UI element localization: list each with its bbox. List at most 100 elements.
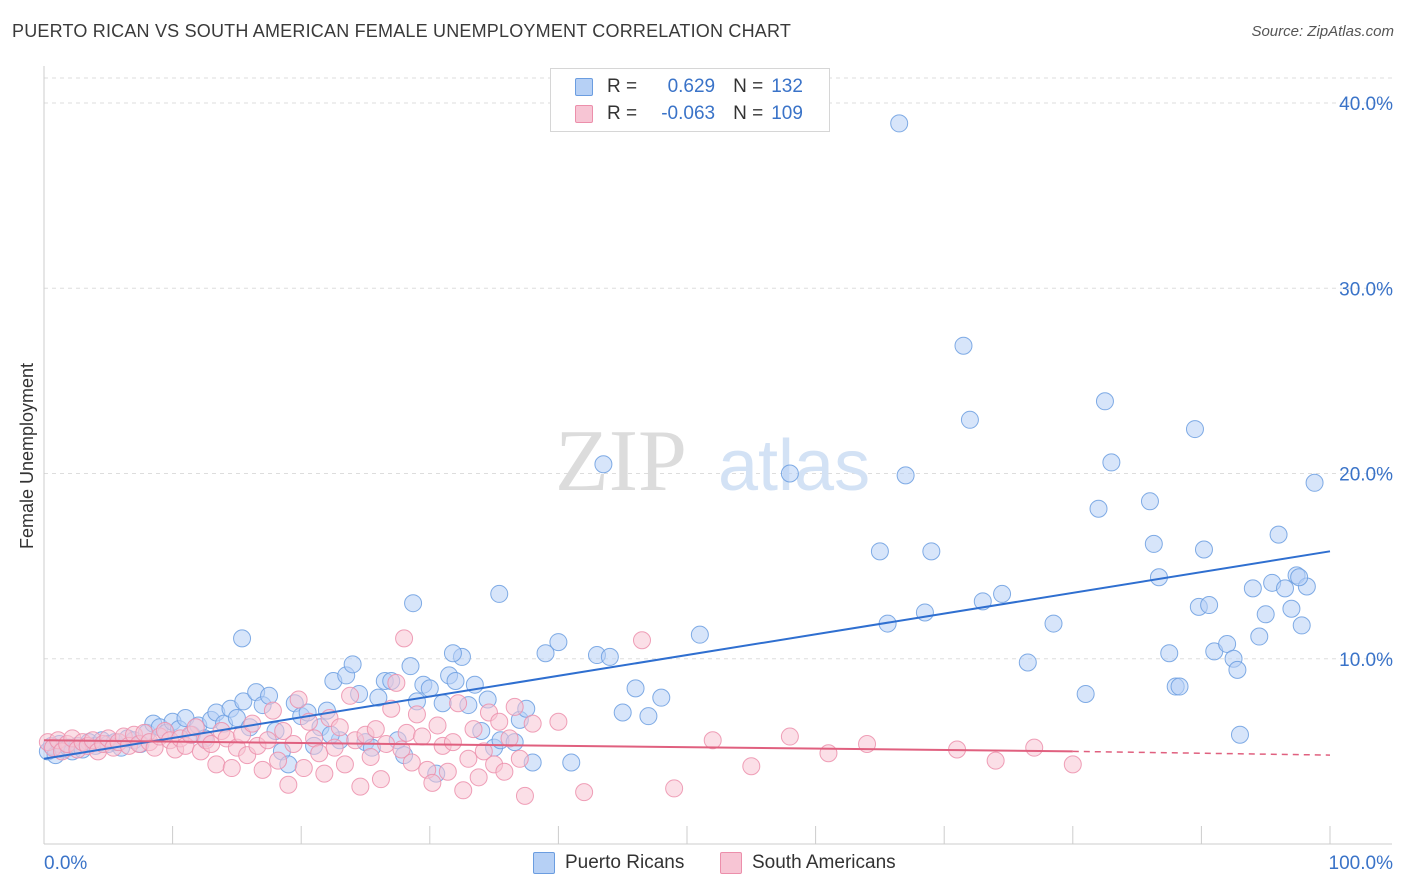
- south-americans-point: [294, 759, 313, 778]
- south-americans-swatch: [575, 105, 593, 123]
- x-tick-label: 100.0%: [1329, 853, 1394, 874]
- puerto-ricans-point: [1044, 614, 1063, 633]
- south-americans-point: [274, 722, 293, 741]
- y-tick-label: 20.0%: [1339, 465, 1393, 486]
- puerto-ricans-point: [690, 625, 709, 644]
- puerto-ricans-point: [652, 688, 671, 707]
- south-americans-point: [423, 773, 442, 792]
- south-americans-point: [387, 673, 406, 692]
- south-americans-point: [351, 777, 370, 796]
- south-americans-point: [392, 740, 411, 759]
- south-americans-trend-line: [43, 739, 1073, 753]
- r-value-south-americans: -0.063: [661, 103, 716, 124]
- south-americans-point: [361, 747, 380, 766]
- y-tick-label: 30.0%: [1339, 279, 1393, 300]
- legend-row-south-americans: R = -0.063 N = 109: [575, 102, 803, 126]
- south-americans-point: [780, 727, 799, 746]
- south-americans-point: [330, 718, 349, 737]
- puerto-ricans-point: [1269, 525, 1288, 544]
- watermark: ZIPatlas: [555, 413, 870, 510]
- puerto-ricans-point: [401, 657, 420, 676]
- puerto-ricans-point: [613, 703, 632, 722]
- puerto-ricans-point: [1102, 453, 1121, 472]
- south-americans-point: [665, 779, 684, 798]
- n-value-puerto-ricans: 132: [771, 76, 803, 97]
- puerto-ricans-point: [1290, 568, 1309, 587]
- puerto-ricans-point: [1194, 540, 1213, 559]
- south-americans-point: [413, 727, 432, 746]
- puerto-ricans-point: [1185, 420, 1204, 439]
- puerto-ricans-point: [1144, 534, 1163, 553]
- south-americans-point: [371, 770, 390, 789]
- puerto-ricans-point: [1018, 653, 1037, 672]
- south-americans-point: [407, 705, 426, 724]
- south-americans-point: [207, 755, 226, 774]
- south-americans-point: [469, 768, 488, 787]
- south-americans-point: [253, 760, 272, 779]
- puerto-ricans-point: [1275, 579, 1294, 598]
- trend-lines: [43, 550, 1331, 760]
- axis-labels: 10.0% 20.0% 30.0% 40.0% 0.0% 100.0% Female Une…: [17, 94, 1393, 874]
- puerto-ricans-point: [626, 679, 645, 698]
- puerto-ricans-point: [954, 336, 973, 355]
- puerto-ricans-point: [594, 455, 613, 474]
- south-americans-legend-label: South Americans: [752, 852, 896, 873]
- puerto-ricans-point: [1250, 627, 1269, 646]
- south-americans-point: [341, 686, 360, 705]
- x-tick-label: 0.0%: [44, 853, 87, 874]
- n-label: N =: [733, 76, 764, 97]
- bottom-legend-south-americans[interactable]: South Americans: [720, 852, 896, 874]
- south-americans-point: [986, 751, 1005, 770]
- r-label: R =: [607, 76, 638, 97]
- south-americans-point: [258, 731, 277, 750]
- puerto-ricans-point: [234, 692, 253, 711]
- puerto-ricans-point: [922, 542, 941, 561]
- puerto-ricans-point: [433, 694, 452, 713]
- puerto-ricans-point: [343, 655, 362, 674]
- south-americans-point: [742, 757, 761, 776]
- legend-row-puerto-ricans: R = 0.629 N = 132: [575, 75, 803, 99]
- puerto-ricans-point: [1292, 616, 1311, 635]
- puerto-ricans-point: [1095, 392, 1114, 411]
- axes: [43, 66, 1392, 845]
- puerto-ricans-swatch: [575, 78, 593, 96]
- south-americans-point: [263, 701, 282, 720]
- puerto-ricans-point: [260, 686, 279, 705]
- puerto-ricans-point: [562, 753, 581, 772]
- south-americans-point: [449, 694, 468, 713]
- puerto-ricans-point: [1170, 677, 1189, 696]
- south-americans-point: [335, 755, 354, 774]
- puerto-ricans-point: [1089, 499, 1108, 518]
- south-americans-point: [315, 764, 334, 783]
- puerto-ricans-point: [1218, 634, 1237, 653]
- puerto-ricans-point: [1228, 660, 1247, 679]
- puerto-ricans-point: [446, 671, 465, 690]
- puerto-ricans-point: [780, 464, 799, 483]
- south-americans-point: [382, 699, 401, 718]
- puerto-ricans-point: [870, 542, 889, 561]
- south-americans-point: [474, 742, 493, 761]
- puerto-ricans-point: [1230, 725, 1249, 744]
- south-americans-point: [310, 744, 329, 763]
- chart-title: PUERTO RICAN VS SOUTH AMERICAN FEMALE UN…: [12, 21, 792, 41]
- south-americans-point: [464, 720, 483, 739]
- south-americans-point: [289, 690, 308, 709]
- puerto-ricans-point: [1200, 596, 1219, 615]
- south-americans-point: [443, 733, 462, 752]
- south-americans-point: [500, 729, 519, 748]
- puerto-ricans-point: [233, 629, 252, 648]
- puerto-ricans-point: [993, 584, 1012, 603]
- south-americans-point: [1063, 755, 1082, 774]
- source-credit: Source: ZipAtlas.com: [1251, 23, 1394, 40]
- puerto-ricans-point: [1243, 579, 1262, 598]
- south-americans-point: [1025, 738, 1044, 757]
- south-americans-point: [397, 723, 416, 742]
- south-americans-point: [575, 783, 594, 802]
- south-americans-point: [515, 786, 534, 805]
- puerto-ricans-point: [404, 594, 423, 613]
- south-americans-point: [402, 753, 421, 772]
- puerto-ricans-legend-swatch: [533, 852, 555, 874]
- bottom-legend-puerto-ricans[interactable]: Puerto Ricans: [533, 852, 684, 874]
- watermark-zip: ZIP: [555, 413, 687, 510]
